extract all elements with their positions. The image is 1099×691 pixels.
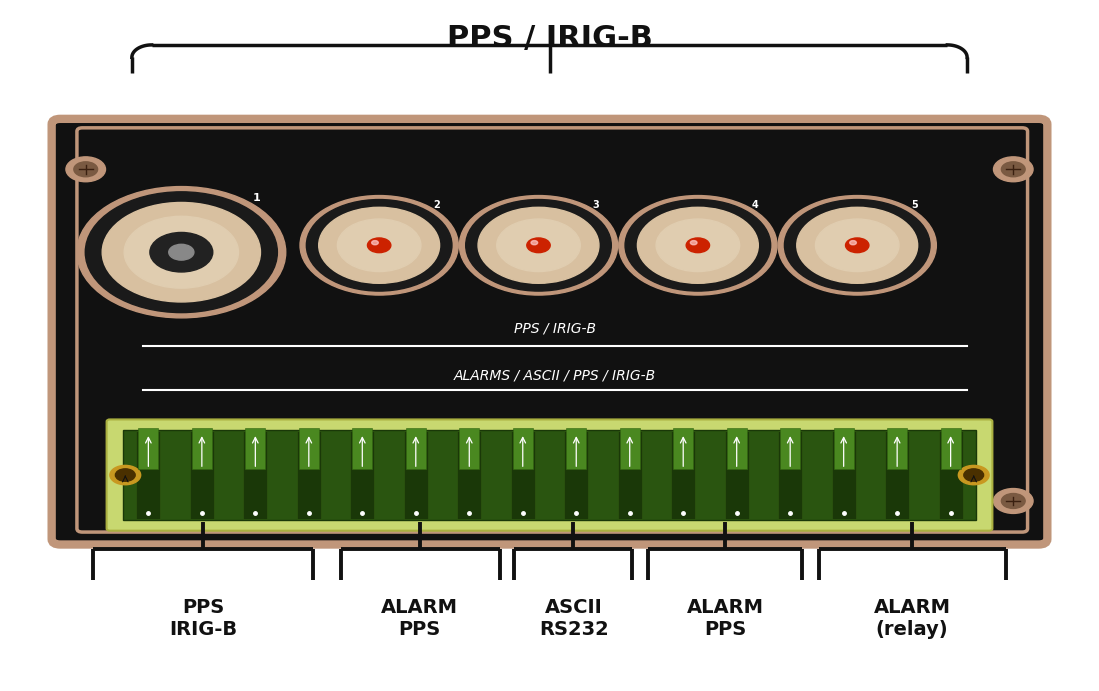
- Circle shape: [815, 219, 899, 272]
- Text: ALARM
(relay): ALARM (relay): [874, 598, 951, 638]
- Bar: [887, 428, 907, 469]
- Bar: [299, 428, 319, 469]
- Circle shape: [1001, 493, 1025, 509]
- Bar: [885, 431, 909, 519]
- Circle shape: [66, 157, 106, 182]
- Bar: [778, 431, 802, 519]
- Circle shape: [340, 220, 419, 270]
- Circle shape: [818, 220, 897, 270]
- Circle shape: [110, 466, 141, 485]
- Bar: [511, 431, 535, 519]
- Circle shape: [497, 219, 580, 272]
- Circle shape: [625, 200, 770, 291]
- Bar: [459, 428, 479, 469]
- Text: PPS / IRIG-B: PPS / IRIG-B: [514, 321, 596, 335]
- Circle shape: [686, 238, 710, 253]
- Bar: [123, 430, 976, 520]
- FancyBboxPatch shape: [107, 419, 992, 531]
- Text: PPS
IRIG-B: PPS IRIG-B: [169, 598, 237, 638]
- Circle shape: [785, 200, 930, 291]
- Bar: [939, 431, 963, 519]
- Bar: [566, 428, 586, 469]
- Bar: [353, 428, 373, 469]
- Bar: [513, 428, 533, 469]
- Bar: [457, 431, 481, 519]
- Circle shape: [499, 220, 578, 270]
- Circle shape: [526, 238, 551, 253]
- Circle shape: [964, 468, 984, 481]
- Circle shape: [367, 238, 391, 253]
- Bar: [780, 428, 800, 469]
- Bar: [834, 428, 854, 469]
- Circle shape: [124, 216, 238, 288]
- Bar: [620, 428, 640, 469]
- Circle shape: [619, 196, 777, 295]
- Bar: [192, 428, 212, 469]
- Circle shape: [169, 245, 193, 260]
- Text: PPS / IRIG-B: PPS / IRIG-B: [446, 23, 653, 53]
- Circle shape: [993, 489, 1033, 513]
- Circle shape: [86, 192, 277, 312]
- Text: ALARM
PPS: ALARM PPS: [381, 598, 458, 638]
- Circle shape: [307, 200, 452, 291]
- Circle shape: [690, 240, 697, 245]
- Circle shape: [958, 466, 989, 485]
- Bar: [138, 428, 158, 469]
- Circle shape: [102, 202, 260, 302]
- Text: ASCII
RS232: ASCII RS232: [539, 598, 609, 638]
- Bar: [403, 431, 428, 519]
- Circle shape: [993, 157, 1033, 182]
- Circle shape: [466, 200, 611, 291]
- Text: 3: 3: [592, 200, 599, 209]
- Text: ALARM
PPS: ALARM PPS: [687, 598, 764, 638]
- Circle shape: [115, 468, 135, 481]
- Bar: [406, 428, 425, 469]
- Bar: [136, 431, 160, 519]
- Bar: [245, 428, 265, 469]
- Circle shape: [850, 240, 856, 245]
- Text: 2: 2: [433, 200, 440, 209]
- Text: 4: 4: [752, 200, 758, 209]
- Circle shape: [149, 232, 213, 272]
- Bar: [724, 431, 748, 519]
- Bar: [297, 431, 321, 519]
- Circle shape: [656, 219, 740, 272]
- Circle shape: [658, 220, 737, 270]
- Text: 1: 1: [253, 193, 260, 203]
- Bar: [674, 428, 693, 469]
- Circle shape: [797, 207, 918, 283]
- Bar: [618, 431, 642, 519]
- Circle shape: [300, 196, 458, 295]
- Bar: [243, 431, 267, 519]
- Circle shape: [371, 240, 378, 245]
- Circle shape: [74, 162, 98, 177]
- Circle shape: [845, 238, 869, 253]
- Circle shape: [130, 220, 233, 285]
- Circle shape: [778, 196, 936, 295]
- Bar: [351, 431, 375, 519]
- Circle shape: [1001, 162, 1025, 177]
- Circle shape: [531, 240, 537, 245]
- Bar: [726, 428, 746, 469]
- Circle shape: [459, 196, 618, 295]
- FancyBboxPatch shape: [52, 119, 1047, 545]
- Bar: [190, 431, 214, 519]
- Bar: [832, 431, 856, 519]
- Circle shape: [637, 207, 758, 283]
- Bar: [941, 428, 961, 469]
- Text: 5: 5: [911, 200, 918, 209]
- Text: ALARMS / ASCII / PPS / IRIG-B: ALARMS / ASCII / PPS / IRIG-B: [454, 368, 656, 382]
- Circle shape: [478, 207, 599, 283]
- Bar: [564, 431, 588, 519]
- Circle shape: [77, 187, 286, 318]
- Bar: [671, 431, 696, 519]
- Circle shape: [337, 219, 421, 272]
- Circle shape: [319, 207, 440, 283]
